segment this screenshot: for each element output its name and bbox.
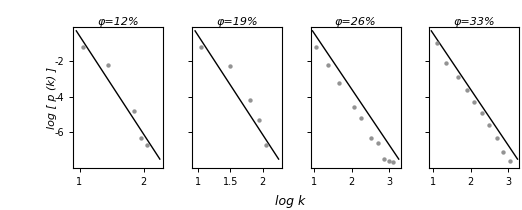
Point	[335, 81, 343, 84]
Point	[366, 136, 375, 139]
Point	[262, 143, 270, 147]
Point	[478, 111, 486, 114]
Point	[323, 63, 331, 66]
Point	[433, 42, 441, 45]
Text: log k: log k	[275, 195, 305, 208]
Point	[357, 117, 365, 120]
Point	[312, 45, 321, 49]
Point	[143, 143, 151, 147]
Point	[493, 136, 501, 139]
Point	[255, 118, 264, 122]
Title: φ=19%: φ=19%	[216, 17, 258, 26]
Point	[499, 150, 507, 154]
Point	[442, 61, 450, 65]
Point	[374, 141, 382, 145]
Title: φ=26%: φ=26%	[335, 17, 376, 26]
Point	[470, 100, 479, 104]
Point	[389, 160, 397, 163]
Point	[485, 123, 494, 127]
Point	[245, 99, 254, 102]
Point	[350, 106, 358, 109]
Point	[462, 88, 471, 91]
Point	[379, 158, 388, 161]
Point	[226, 65, 234, 68]
Point	[130, 109, 138, 113]
Point	[453, 75, 461, 79]
Title: φ=33%: φ=33%	[454, 17, 495, 26]
Point	[136, 136, 145, 139]
Point	[78, 45, 87, 49]
Point	[506, 159, 514, 163]
Point	[197, 45, 206, 49]
Title: φ=12%: φ=12%	[97, 17, 139, 26]
Point	[385, 159, 394, 163]
Y-axis label: log [ p (k) ]: log [ p (k) ]	[46, 67, 56, 129]
Point	[104, 63, 113, 66]
